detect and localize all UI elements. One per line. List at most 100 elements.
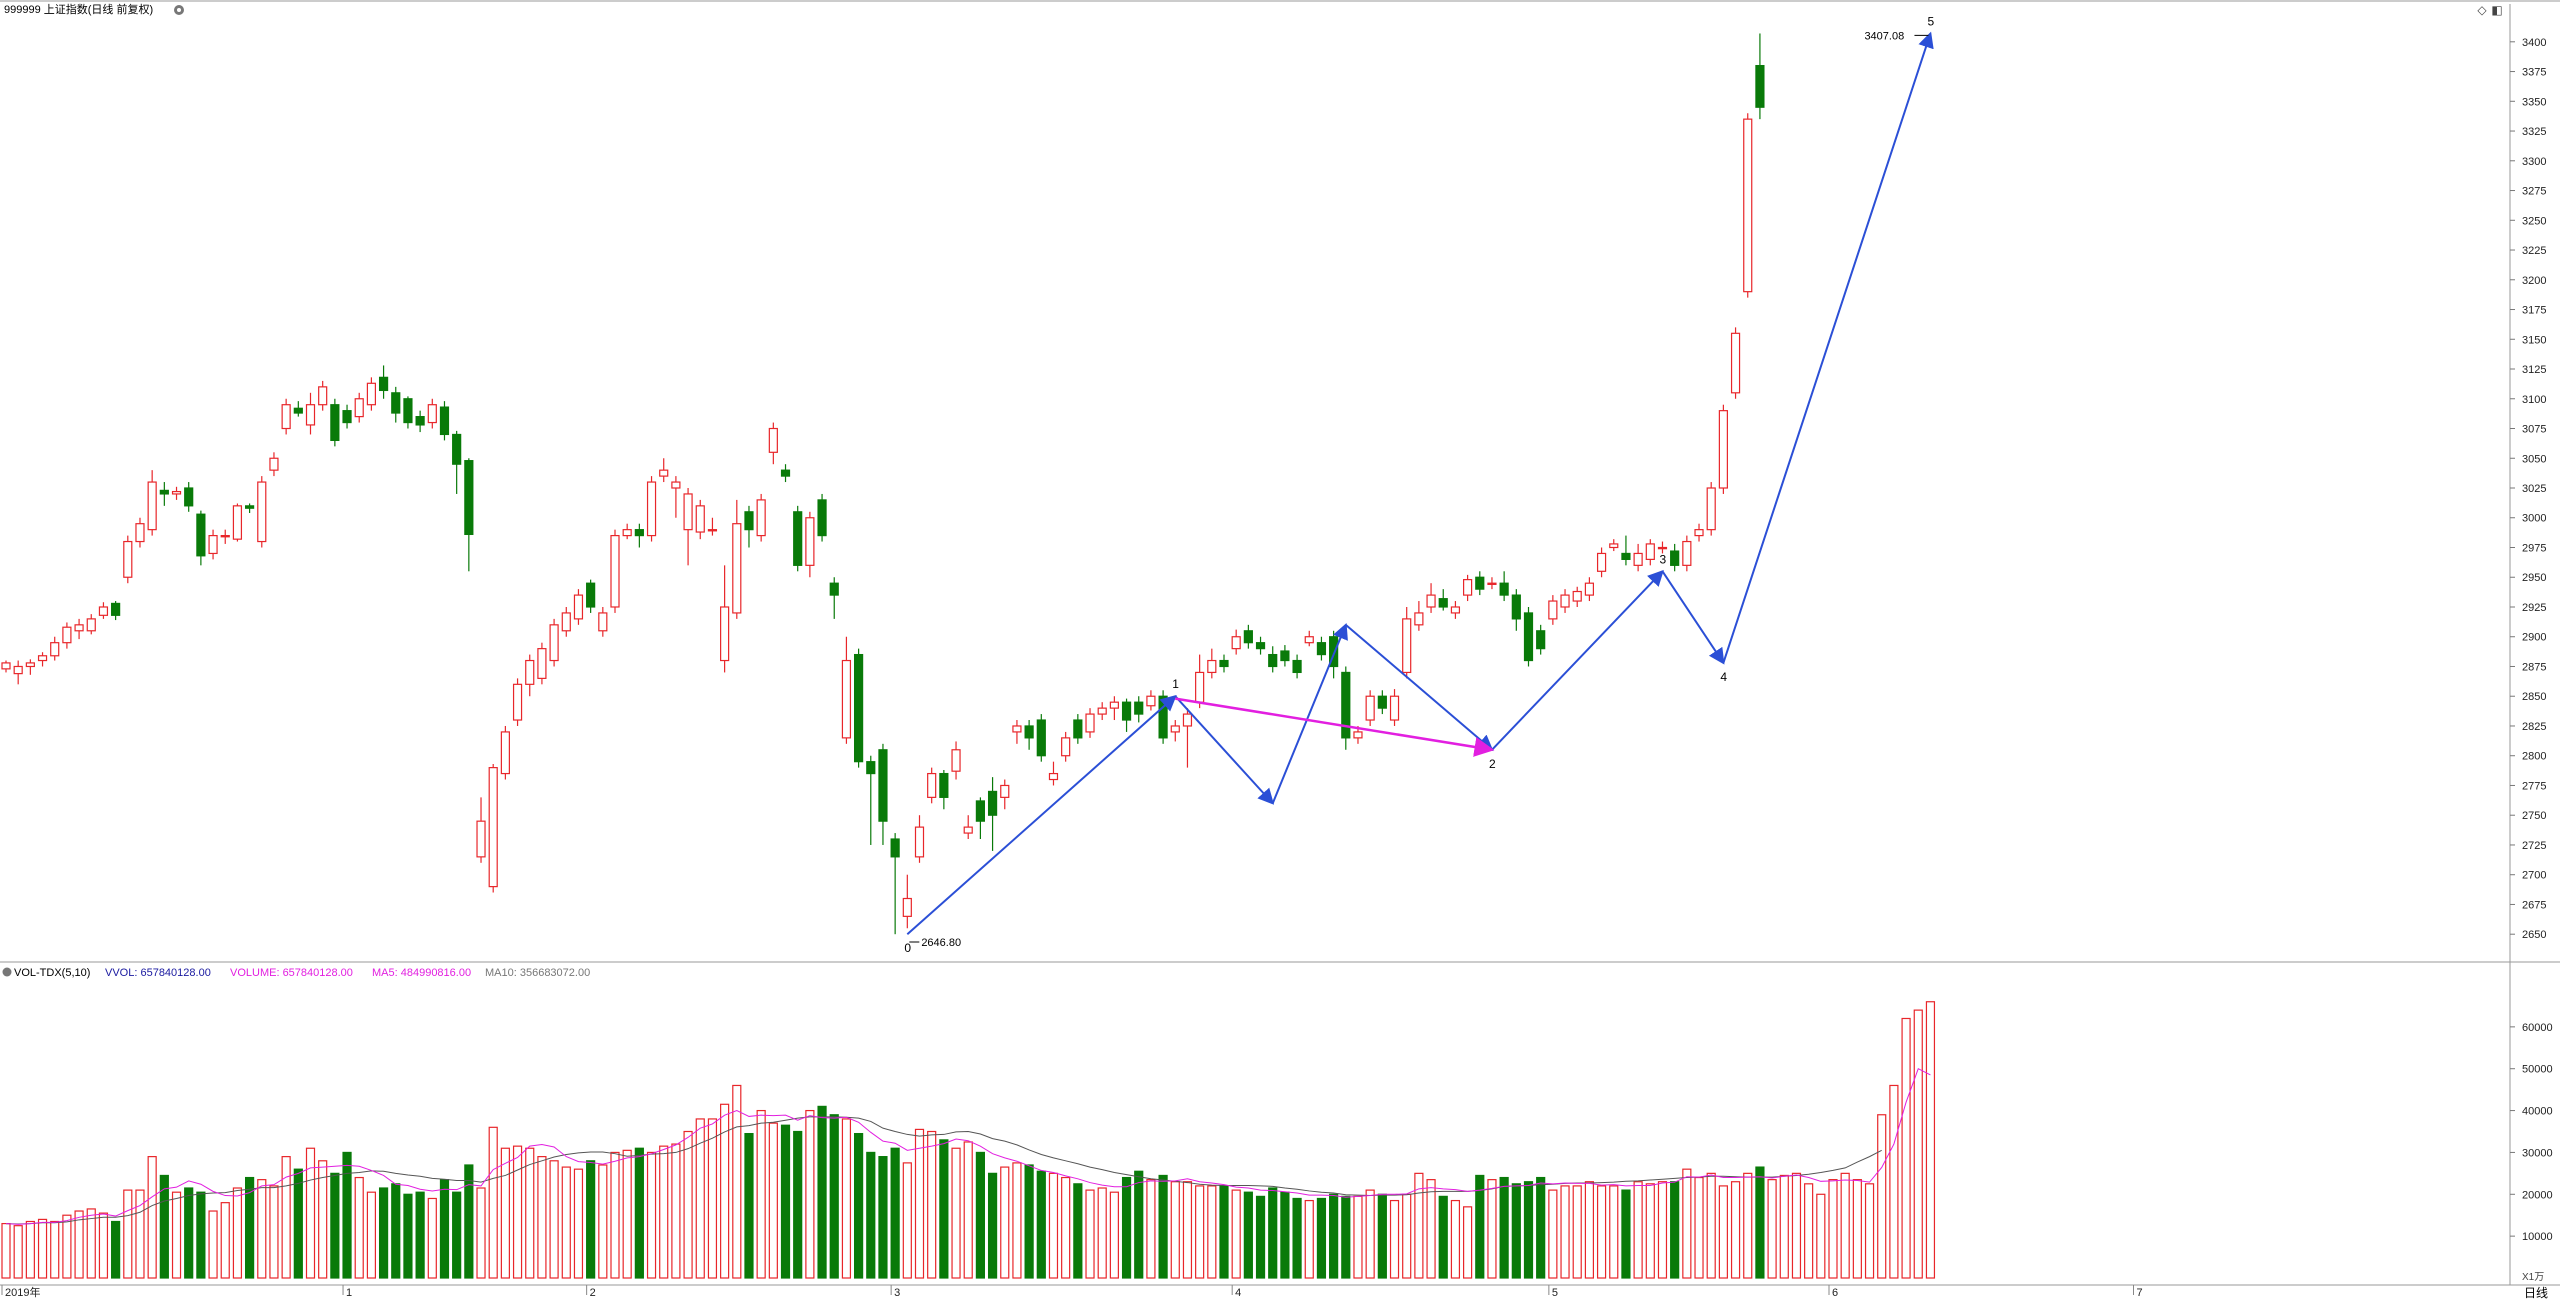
candle-body: [939, 772, 949, 798]
volume-bar: [1231, 1189, 1241, 1279]
volume-bar: [1048, 1172, 1059, 1279]
panel-toggle-icon[interactable]: ◧: [2491, 3, 2503, 17]
candle: [86, 614, 96, 635]
volume-bar: [1475, 1174, 1485, 1279]
candle-body: [671, 481, 681, 489]
volume-bar: [220, 1202, 230, 1279]
candle-body: [232, 505, 243, 540]
candle-body: [987, 790, 998, 816]
candle: [1048, 761, 1059, 786]
candle: [610, 529, 620, 613]
candle-body: [1158, 695, 1168, 739]
candle-body: [25, 662, 35, 668]
candle: [1024, 720, 1034, 750]
date-tick-label: 4: [1235, 1287, 1241, 1299]
volume-tick-label: 60000: [2522, 1022, 2553, 1034]
candle-body: [634, 529, 644, 537]
candle-body: [1706, 487, 1716, 531]
candle-body: [330, 404, 340, 442]
candle-body: [646, 481, 657, 537]
volume-bar: [744, 1132, 754, 1279]
candle-body: [1536, 630, 1546, 650]
volume-bar: [1170, 1181, 1180, 1279]
volume-bar: [1864, 1183, 1875, 1279]
candle: [1572, 586, 1582, 607]
date-tick-label: 2019年: [5, 1285, 40, 1299]
candle: [1560, 589, 1570, 613]
trend-line: [1175, 697, 1495, 757]
candle: [671, 476, 681, 518]
volume-bar: [476, 1187, 486, 1279]
price-tick-label: 3000: [2522, 513, 2546, 525]
volume-bar: [98, 1212, 109, 1279]
candle-body: [208, 534, 218, 555]
volume-bar: [208, 1210, 218, 1279]
volume-bar: [1840, 1172, 1850, 1279]
diamond-icon[interactable]: ◇: [2477, 3, 2487, 17]
volume-bar: [707, 1118, 718, 1279]
volume-bar: [86, 1208, 96, 1279]
candle: [659, 458, 669, 483]
volume-bar: [1134, 1170, 1144, 1279]
candle: [1292, 654, 1302, 679]
volume-bar: [610, 1151, 620, 1279]
volume-bar: [671, 1143, 681, 1279]
candle: [1304, 630, 1314, 647]
candle: [269, 452, 279, 477]
candle-body: [1182, 713, 1193, 727]
price-pane[interactable]: [1, 33, 1765, 935]
volume-bar: [1804, 1183, 1814, 1279]
candle-body: [1048, 772, 1059, 781]
volume-bar: [1329, 1193, 1339, 1279]
candle: [1755, 33, 1765, 120]
candle-body: [1487, 582, 1497, 585]
candle-body: [1121, 701, 1132, 721]
candle-body: [659, 469, 669, 477]
volume-bar: [330, 1172, 340, 1279]
candle: [98, 602, 109, 619]
volume-bar: [1743, 1172, 1753, 1279]
volume-bar: [1073, 1183, 1083, 1279]
volume-pane[interactable]: [1, 1001, 1936, 1279]
volume-bar: [1584, 1181, 1595, 1279]
volume-bar: [1791, 1172, 1802, 1279]
wave-label: 4: [1720, 670, 1727, 684]
candle: [342, 404, 352, 429]
candle: [768, 422, 778, 465]
candle-body: [610, 534, 620, 608]
candle: [1255, 636, 1266, 655]
volume-bar: [1219, 1185, 1229, 1279]
candle-body: [1462, 579, 1473, 596]
period-label[interactable]: 日线: [2524, 1286, 2548, 1300]
volume-bar: [1438, 1195, 1448, 1279]
candle: [1243, 624, 1253, 649]
candle-body: [98, 606, 109, 616]
volume-bar: [1657, 1181, 1668, 1279]
candle-body: [1255, 642, 1266, 650]
candle: [354, 392, 364, 423]
volume-bar: [1365, 1189, 1375, 1279]
candle-body: [488, 767, 498, 888]
volume-bar: [841, 1118, 852, 1279]
volume-bar: [464, 1164, 474, 1279]
volume-tick-label: 20000: [2522, 1189, 2553, 1201]
candle: [281, 398, 291, 435]
volume-bar: [1645, 1183, 1655, 1279]
candle: [1121, 698, 1132, 732]
candle: [1694, 523, 1704, 542]
candle-body: [866, 761, 876, 775]
candle-body: [171, 490, 182, 495]
candle: [1511, 589, 1521, 631]
volume-bar: [853, 1132, 864, 1279]
volume-bar: [452, 1191, 462, 1279]
candle-body: [695, 505, 705, 533]
candle-body: [159, 489, 169, 495]
candle-body: [1755, 64, 1765, 108]
candle-body: [74, 624, 84, 632]
volume-bar: [1633, 1181, 1643, 1279]
candle-body: [1743, 118, 1753, 293]
candle-body: [1621, 552, 1631, 560]
volume-bar: [1487, 1179, 1497, 1279]
